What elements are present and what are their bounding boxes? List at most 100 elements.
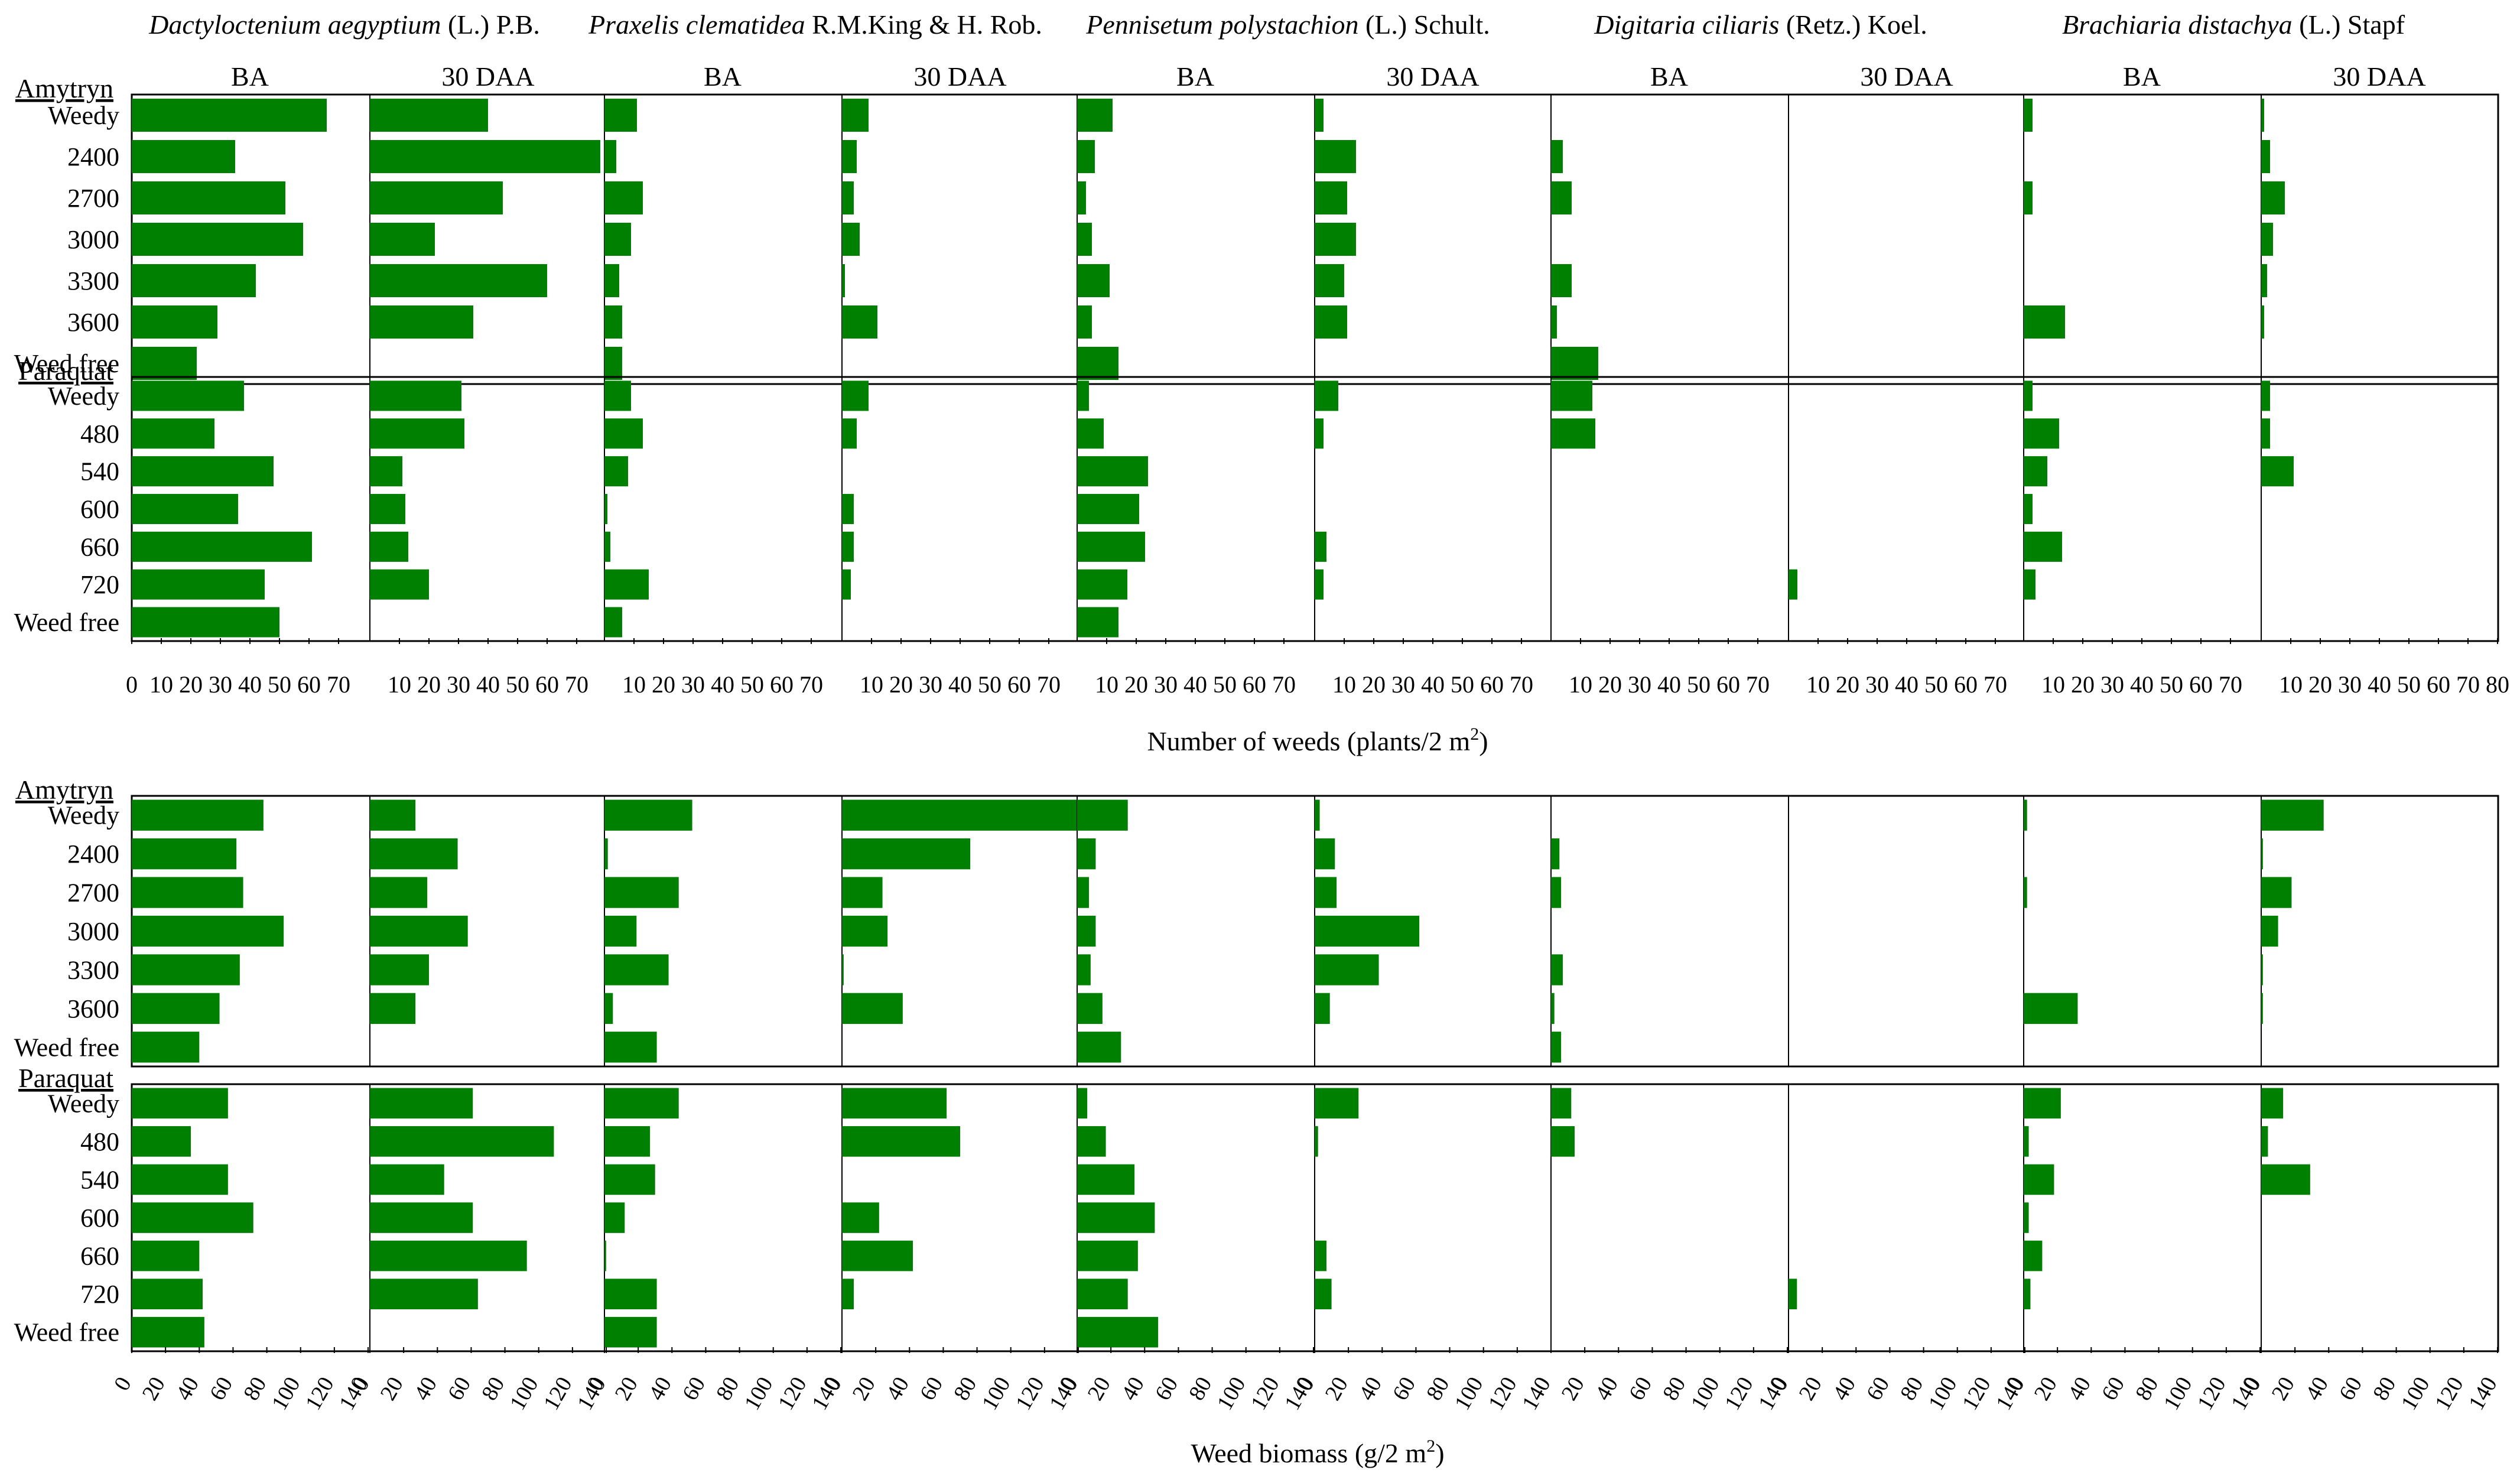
bar <box>604 1126 651 1157</box>
species-title: Dactyloctenium aegyptium (L.) P.B. <box>148 9 540 40</box>
bar <box>2261 456 2294 487</box>
category-label: 3000 <box>67 917 119 946</box>
bar <box>2261 1126 2268 1157</box>
category-label: 600 <box>80 1204 119 1232</box>
bar <box>370 264 547 297</box>
bar <box>370 1126 554 1157</box>
bar <box>370 569 429 600</box>
x-tick-label: 70 <box>2456 671 2480 698</box>
bar <box>1551 993 1555 1025</box>
bar <box>842 1126 960 1157</box>
bar <box>2261 380 2270 411</box>
x-tick-label: 70 <box>1510 671 1533 698</box>
bar <box>2261 954 2263 986</box>
x-tick-label: 40 <box>711 671 734 698</box>
x-tick-label: 60 <box>1480 671 1504 698</box>
bar <box>842 954 844 986</box>
x-tick-label: 40 <box>948 671 972 698</box>
bar <box>1315 1126 1318 1157</box>
bar <box>1077 1032 1121 1063</box>
species-name: Dactyloctenium aegyptium <box>148 9 441 40</box>
category-label: 2400 <box>67 840 119 869</box>
species-title: Brachiaria distachya (L.) Stapf <box>2062 9 2405 40</box>
x-tick-label: 60 <box>535 671 559 698</box>
bar <box>1077 1126 1106 1157</box>
x-tick-label: 100 <box>1924 1373 1962 1414</box>
bar <box>1789 1279 1797 1309</box>
bar <box>2024 569 2035 600</box>
x-tick-label: 20 <box>376 1373 408 1405</box>
bar <box>370 223 435 256</box>
x-tick-label: 0 <box>109 1373 136 1395</box>
bar <box>1077 607 1118 638</box>
bar <box>1077 1202 1155 1233</box>
x-tick-label: 100 <box>977 1373 1016 1414</box>
x-tick-label: 100 <box>1686 1373 1725 1414</box>
bar <box>370 954 429 986</box>
bar <box>604 347 622 380</box>
bar <box>1315 140 1356 173</box>
x-tick-label: 20 <box>138 1373 170 1405</box>
x-tick-label: 60 <box>205 1373 238 1405</box>
species-name: Pennisetum polystachion <box>1085 9 1358 40</box>
x-axis-label-superscript: 2 <box>1470 724 1479 744</box>
bar <box>842 838 971 870</box>
species-name: Digitaria ciliaris <box>1594 9 1779 40</box>
category-label: 720 <box>80 1280 119 1309</box>
category-label: 3300 <box>67 266 119 295</box>
timing-label: 30 DAA <box>1386 61 1479 92</box>
bar <box>842 99 869 132</box>
category-label: 2700 <box>67 184 119 213</box>
bar <box>604 1240 606 1271</box>
bar <box>1315 418 1324 449</box>
category-label: 540 <box>80 1165 119 1194</box>
herbicide-label: Amytryn <box>15 73 113 103</box>
herbicide-label: Paraquat <box>18 1063 113 1093</box>
x-tick-label: 60 <box>2189 671 2213 698</box>
bar <box>370 1240 527 1271</box>
x-tick-label: 40 <box>1895 671 1919 698</box>
x-tick-label: 40 <box>1421 671 1445 698</box>
bar <box>842 181 854 214</box>
x-tick-label: 40 <box>238 671 262 698</box>
x-tick-label: 100 <box>505 1373 544 1414</box>
bar <box>2024 456 2047 487</box>
x-tick-label: 120 <box>1246 1373 1285 1414</box>
bar <box>370 993 416 1025</box>
bar <box>132 456 274 487</box>
bar <box>842 915 888 947</box>
x-tick-label: 20 <box>1836 671 1859 698</box>
bar <box>1077 1164 1135 1195</box>
x-tick-label: 80 <box>949 1373 981 1405</box>
bar <box>1077 380 1089 411</box>
bar <box>1551 1032 1562 1063</box>
bar <box>132 264 256 297</box>
timing-label: 30 DAA <box>1860 61 1953 92</box>
bar <box>132 1032 200 1063</box>
bar <box>1077 493 1139 525</box>
herbicide-label: Paraquat <box>18 356 113 386</box>
x-tick-label: 20 <box>2071 671 2095 698</box>
species-title: Pennisetum polystachion (L.) Schult. <box>1085 9 1490 40</box>
x-tick-label: 10 <box>2279 671 2303 698</box>
species-authority: (L.) P.B. <box>441 9 539 40</box>
bar <box>2261 264 2267 297</box>
x-tick-label: 60 <box>1243 671 1266 698</box>
species-title: Praxelis clematidea R.M.King & H. Rob. <box>588 9 1042 40</box>
bar <box>1315 877 1337 908</box>
bar <box>1315 264 1344 297</box>
bar <box>370 877 428 908</box>
timing-label: BA <box>231 61 269 92</box>
bar <box>604 418 643 449</box>
x-tick-label: 50 <box>1687 671 1711 698</box>
bar <box>604 954 669 986</box>
bar <box>1789 569 1797 600</box>
x-tick-label: 70 <box>1272 671 1296 698</box>
x-tick-label: 20 <box>2030 1373 2062 1405</box>
category-label: Weed free <box>14 1033 119 1062</box>
bar <box>604 1316 657 1348</box>
x-tick-label: 80 <box>711 1373 744 1405</box>
category-label: 480 <box>80 419 119 448</box>
x-axis-ticks: 0 10 20 30 40 50 60 70 10 20 30 40 50 60 70 10 20 30 40 50 6… <box>126 638 2509 698</box>
x-axis-label: Number of weeds (plants/2 m2) <box>1147 724 1488 756</box>
